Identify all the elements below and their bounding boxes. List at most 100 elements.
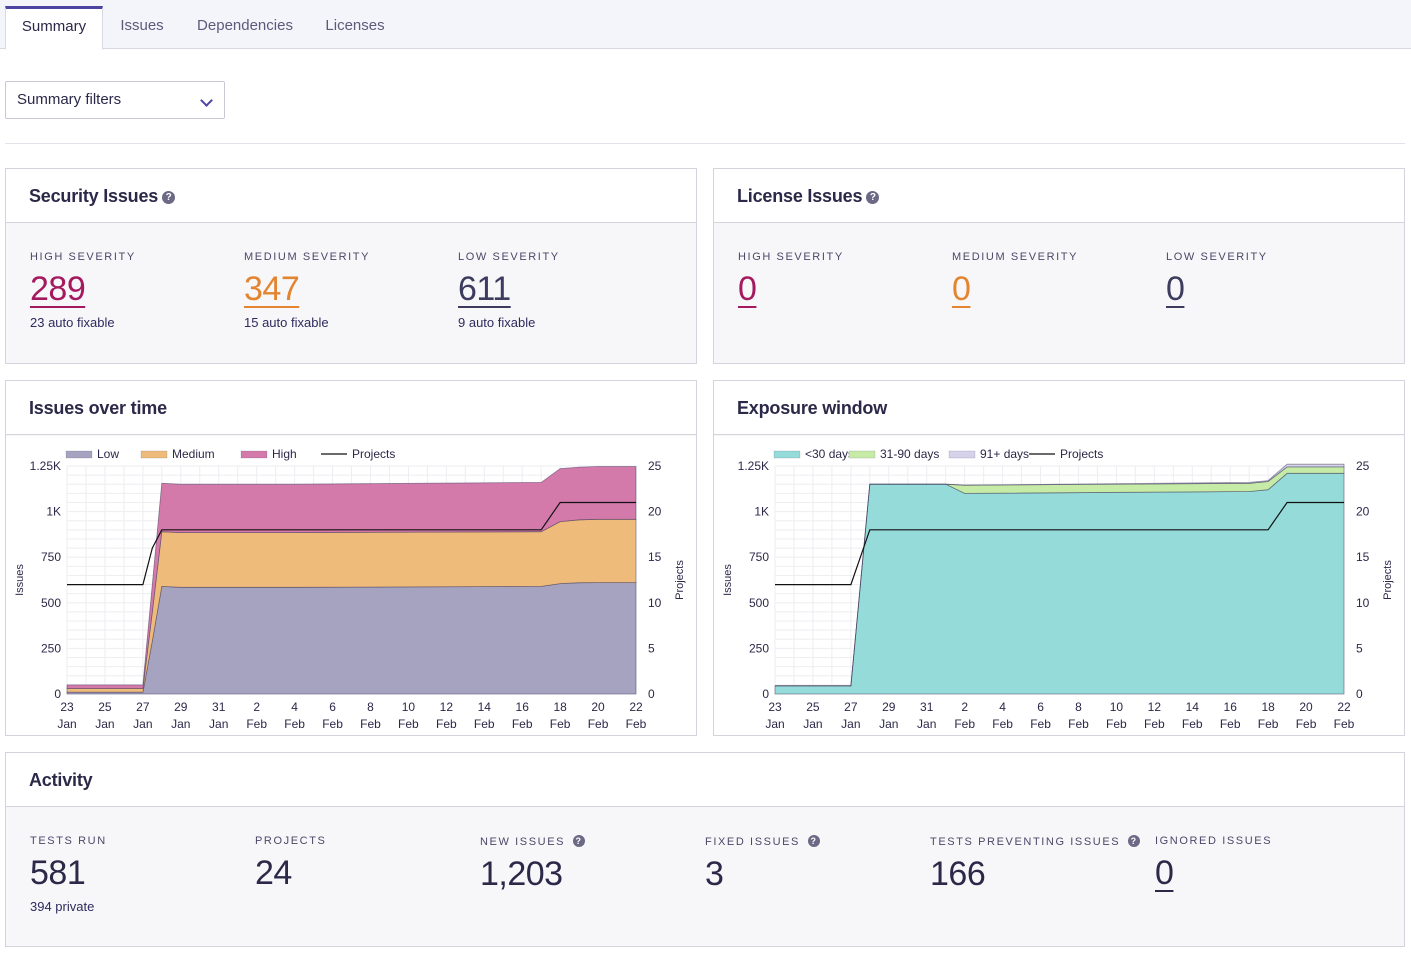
fixed-issues-metric: FIXED ISSUES? 3	[705, 835, 820, 894]
security-low-auto-fixable[interactable]: 9 auto fixable	[458, 315, 536, 330]
security-high-metric: HIGH SEVERITY 289 23 auto fixable	[30, 251, 136, 330]
x-tick-day: 4	[999, 700, 1006, 714]
issues-over-time-chart: 0 250 500 750 1K 1.25K 0 5 10 15 20 25 Issues Project…	[14, 447, 686, 731]
x-tick-month: Jan	[803, 717, 822, 731]
x-tick-month: Jan	[841, 717, 860, 731]
y-tick-label: 0	[762, 687, 769, 701]
legend-label: Projects	[352, 447, 395, 461]
y-tick-label: 0	[54, 687, 61, 701]
x-tick-day: 12	[1148, 700, 1162, 714]
security-high-count-link[interactable]: 289	[30, 270, 86, 308]
x-tick-month: Feb	[1334, 717, 1355, 731]
x-tick-month: Feb	[954, 717, 975, 731]
legend-swatch	[65, 450, 93, 459]
legend-label: Medium	[172, 447, 215, 461]
y2-tick-label: 20	[1356, 505, 1370, 519]
y-tick-label: 1.25K	[30, 459, 61, 473]
tab-issues[interactable]: Issues	[120, 17, 164, 34]
license-medium-count-link[interactable]: 0	[952, 270, 971, 308]
x-tick-month: Jan	[133, 717, 152, 731]
new-issues-label: NEW ISSUES	[480, 836, 566, 848]
license-medium-metric: MEDIUM SEVERITY 0	[952, 251, 1078, 309]
tests-preventing-value: 166	[930, 855, 986, 893]
x-tick-day: 8	[367, 700, 374, 714]
security-issues-header: Security Issues?	[6, 169, 696, 223]
metric-label: NEW ISSUES?	[480, 835, 586, 848]
y-tick-label: 250	[749, 641, 769, 655]
tab-dependencies[interactable]: Dependencies	[197, 17, 293, 34]
activity-title: Activity	[29, 770, 93, 790]
legend-swatch	[848, 450, 876, 459]
security-issues-panel: Security Issues? HIGH SEVERITY 289 23 au…	[5, 168, 697, 364]
x-tick-day: 23	[60, 700, 74, 714]
license-high-count-link[interactable]: 0	[738, 270, 757, 308]
ignored-issues-link[interactable]: 0	[1155, 854, 1174, 892]
metric-label: MEDIUM SEVERITY	[244, 251, 371, 263]
legend-swatch	[140, 450, 168, 459]
x-tick-month: Jan	[57, 717, 76, 731]
question-circle-icon[interactable]: ?	[866, 191, 880, 204]
legend-label: 91+ days	[980, 447, 1029, 461]
x-tick-day: 16	[1224, 700, 1238, 714]
projects-value: 24	[255, 854, 292, 892]
tab-summary[interactable]: Summary	[5, 6, 103, 50]
area-series-high	[66, 466, 637, 689]
x-tick-day: 25	[806, 700, 820, 714]
x-tick-day: 12	[440, 700, 454, 714]
legend-swatch	[948, 450, 976, 459]
security-low-count-link[interactable]: 611	[458, 270, 511, 308]
license-issues-panel: License Issues? HIGH SEVERITY 0 MEDIUM S…	[713, 168, 1405, 364]
y2-tick-label: 10	[1356, 596, 1370, 610]
metric-label: LOW SEVERITY	[1166, 251, 1268, 263]
license-low-metric: LOW SEVERITY 0	[1166, 251, 1268, 309]
question-circle-icon[interactable]: ?	[808, 835, 820, 847]
security-high-auto-fixable[interactable]: 23 auto fixable	[30, 315, 115, 330]
ignored-issues-metric: IGNORED ISSUES 0	[1155, 835, 1272, 893]
exposure-window-chart-area: 0 250 500 750 1K 1.25K 0 5 10 15 20 25 Issues Project…	[714, 436, 1404, 735]
metric-label: MEDIUM SEVERITY	[952, 251, 1079, 263]
security-medium-count-link[interactable]: 347	[244, 270, 300, 308]
x-tick-month: Feb	[1030, 717, 1051, 731]
x-tick-month: Jan	[209, 717, 228, 731]
x-tick-month: Feb	[588, 717, 609, 731]
x-tick-month: Feb	[1258, 717, 1279, 731]
activity-panel: Activity TESTS RUN 581 394 private PROJE…	[5, 752, 1405, 947]
new-issues-value: 1,203	[480, 855, 563, 893]
y2-tick-label: 25	[1356, 459, 1370, 473]
x-tick-day: 22	[1337, 700, 1351, 714]
x-tick-month: Feb	[512, 717, 533, 731]
x-tick-day: 27	[844, 700, 858, 714]
y-tick-label: 750	[41, 550, 61, 564]
question-circle-icon[interactable]: ?	[1128, 835, 1141, 847]
x-tick-day: 14	[478, 700, 492, 714]
y-tick-label: 1K	[754, 505, 769, 519]
question-circle-icon[interactable]: ?	[573, 835, 586, 847]
exposure-window-chart: 0 250 500 750 1K 1.25K 0 5 10 15 20 25 Issues Project…	[722, 447, 1394, 731]
summary-filters-label: Summary filters	[17, 91, 122, 108]
security-medium-auto-fixable[interactable]: 15 auto fixable	[244, 315, 329, 330]
x-tick-day: 18	[553, 700, 567, 714]
x-tick-day: 27	[136, 700, 150, 714]
x-tick-day: 10	[1110, 700, 1124, 714]
license-high-metric: HIGH SEVERITY 0	[738, 251, 844, 309]
legend-label: Projects	[1060, 447, 1103, 461]
security-medium-metric: MEDIUM SEVERITY 347 15 auto fixable	[244, 251, 370, 330]
y2-tick-label: 5	[648, 641, 655, 655]
tab-licenses[interactable]: Licenses	[325, 17, 385, 34]
issues-over-time-chart-area: 0 250 500 750 1K 1.25K 0 5 10 15 20 25 Issues Project…	[6, 436, 696, 735]
new-issues-metric: NEW ISSUES? 1,203	[480, 835, 586, 894]
question-circle-icon[interactable]: ?	[162, 191, 176, 204]
issues-over-time-header: Issues over time	[6, 381, 696, 435]
x-tick-month: Jan	[765, 717, 784, 731]
x-tick-month: Jan	[95, 717, 114, 731]
license-low-count-link[interactable]: 0	[1166, 270, 1185, 308]
x-tick-day: 8	[1075, 700, 1082, 714]
summary-filters-dropdown[interactable]: Summary filters	[5, 81, 225, 119]
exposure-window-title: Exposure window	[737, 398, 888, 418]
x-tick-month: Feb	[992, 717, 1013, 731]
x-tick-month: Feb	[1220, 717, 1241, 731]
y-tick-label: 250	[41, 641, 61, 655]
x-tick-day: 31	[920, 700, 934, 714]
legend-swatch	[240, 450, 268, 459]
x-tick-month: Jan	[171, 717, 190, 731]
